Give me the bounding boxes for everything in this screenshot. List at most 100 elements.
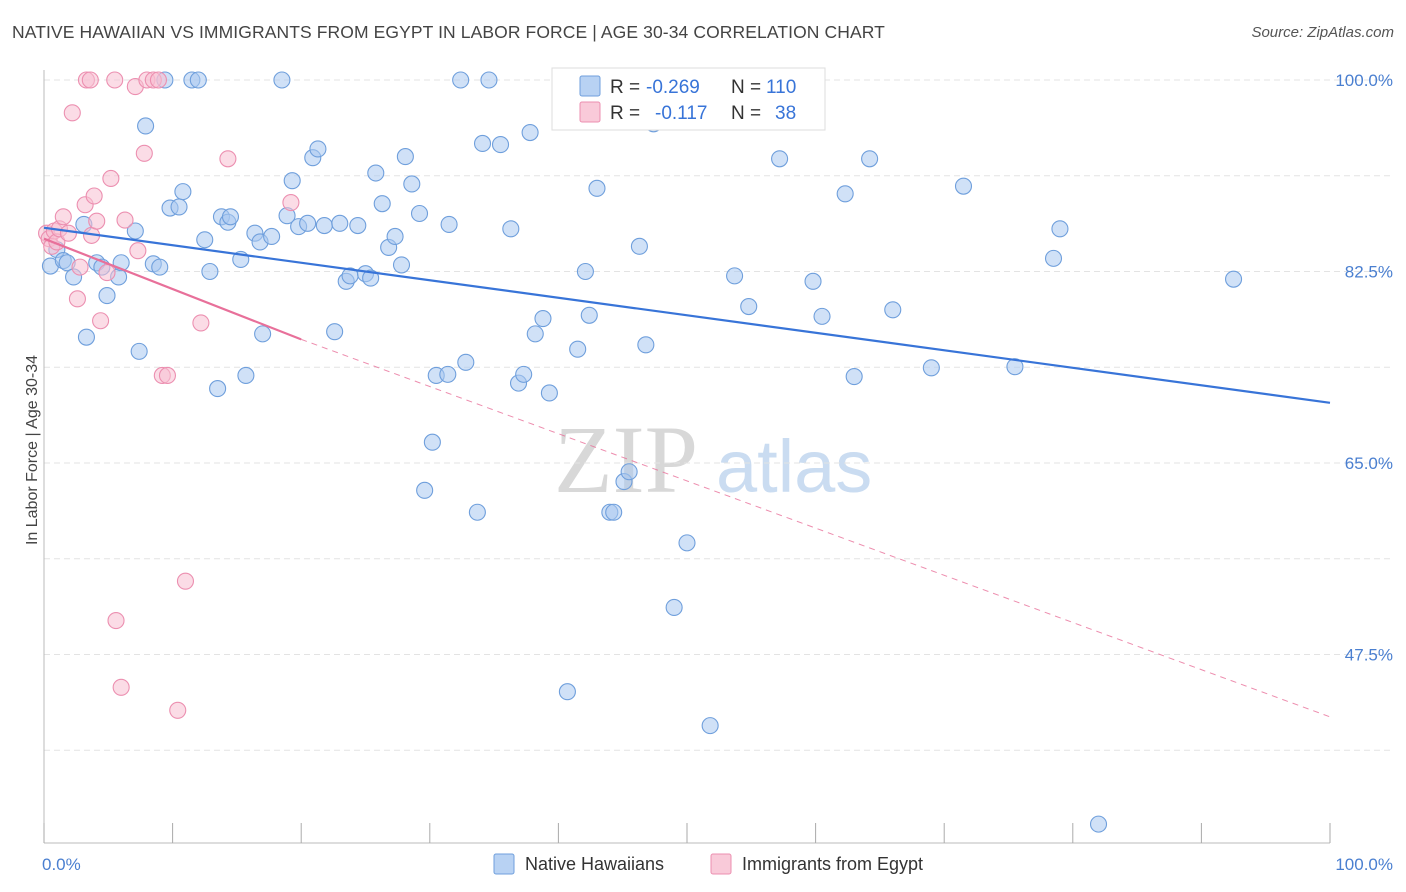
x-tick-label: 100.0% <box>1335 855 1393 874</box>
native-hawaiian-point <box>440 215 458 233</box>
native-hawaiian-point <box>174 183 192 201</box>
egypt-point <box>85 187 103 205</box>
y-tick-label: 100.0% <box>1335 71 1393 90</box>
y-tick-label: 65.0% <box>1345 454 1393 473</box>
native-hawaiian-point <box>491 136 510 154</box>
stats-legend: R = -0.269 N = 110 R = -0.117 N = 38 <box>551 67 826 131</box>
legend-r-value-1: -0.269 <box>646 77 700 98</box>
native-hawaiian-point <box>534 310 552 328</box>
native-hawaiian-point <box>922 359 940 377</box>
native-hawaiian-point <box>665 598 683 616</box>
native-hawaiian-point <box>1051 220 1069 238</box>
egypt-point <box>107 612 125 630</box>
native-hawaiian-point <box>209 380 227 398</box>
egypt-point <box>129 242 147 260</box>
native-hawaiian-point <box>151 258 169 276</box>
native-hawaiian-point <box>403 175 421 193</box>
native-hawaiian-point <box>273 71 291 89</box>
egypt-point <box>158 366 177 385</box>
legend-n-value-1: 110 <box>766 77 796 98</box>
native-hawaiian-point <box>439 365 457 383</box>
native-hawaiian-point <box>137 117 155 135</box>
native-hawaiian-point <box>309 140 327 158</box>
native-hawaiian-point <box>630 237 648 255</box>
native-hawaiian-point <box>740 297 758 316</box>
egypt-point <box>116 211 134 229</box>
native-hawaiian-point <box>804 272 822 290</box>
native-hawaiian-point <box>637 336 655 354</box>
egypt-point <box>169 701 187 719</box>
watermark: ZIP atlas <box>554 406 872 513</box>
egypt-point <box>112 678 130 696</box>
native-hawaiian-point <box>201 262 219 281</box>
legend-n-label-2: N = <box>731 103 761 124</box>
native-hawaiian-point <box>254 325 272 343</box>
watermark-atlas: atlas <box>716 425 872 508</box>
native-hawaiian-point <box>580 306 598 324</box>
native-hawaiian-point <box>367 164 385 182</box>
y-tick-labels: 100.0% 82.5% 65.0% 47.5% <box>1335 71 1393 665</box>
native-hawaiian-point <box>576 262 594 281</box>
native-hawaiian-point <box>701 717 719 735</box>
native-hawaiian-point <box>392 256 411 274</box>
axes <box>43 70 1331 844</box>
native-hawaiian-point <box>540 384 558 402</box>
native-hawaiian-point <box>196 231 214 249</box>
grid-lines <box>44 79 1392 751</box>
egypt-point <box>149 71 168 89</box>
native-hawaiian-point <box>588 179 606 197</box>
native-hawaiian-point <box>98 287 116 305</box>
native-hawaiian-point <box>771 150 789 168</box>
legend-n-label-1: N = <box>731 77 761 98</box>
native-hawaiian-point <box>326 323 344 341</box>
native-hawaiian-point <box>77 328 95 346</box>
series-legend-swatch-pink <box>710 853 732 875</box>
native-hawaiian-point <box>620 463 638 481</box>
egypt-point <box>192 314 210 332</box>
legend-r-value-2: -0.117 <box>655 103 707 124</box>
native-hawaiian-point <box>526 325 544 343</box>
native-hawaiian-point <box>386 227 404 246</box>
native-hawaiian-point <box>1225 270 1243 288</box>
native-hawaiian-point <box>263 227 281 246</box>
native-hawaiian-point <box>396 148 414 166</box>
native-hawaiian-point <box>237 366 255 385</box>
series-immigrants-from-egypt <box>38 71 300 719</box>
native-hawaiian-point <box>373 195 391 213</box>
egypt-point <box>68 290 86 308</box>
trend-line-egypt <box>43 237 302 341</box>
native-hawaiian-point <box>423 433 441 451</box>
egypt-point <box>135 144 153 162</box>
native-hawaiian-point <box>221 208 240 226</box>
native-hawaiian-point <box>457 353 475 371</box>
x-tick-label: 0.0% <box>42 855 81 874</box>
native-hawaiian-point <box>569 340 587 358</box>
native-hawaiian-point <box>283 172 301 190</box>
native-hawaiian-point <box>473 134 492 153</box>
native-hawaiian-point <box>331 214 349 232</box>
legend-swatch-pink <box>579 101 601 123</box>
native-hawaiian-point <box>416 481 434 499</box>
native-hawaiian-point <box>1044 249 1063 267</box>
egypt-point <box>282 194 300 212</box>
egypt-point <box>92 312 110 330</box>
native-hawaiian-point <box>605 503 623 521</box>
native-hawaiian-point <box>480 71 498 89</box>
egypt-point <box>63 104 81 122</box>
native-hawaiian-point <box>726 267 744 285</box>
chart-title: NATIVE HAWAIIAN VS IMMIGRANTS FROM EGYPT… <box>12 22 885 42</box>
series-legend: Native Hawaiians Immigrants from Egypt <box>493 853 923 875</box>
native-hawaiian-point <box>362 269 380 287</box>
native-hawaiian-point <box>189 71 207 89</box>
series-legend-label-blue: Native Hawaiians <box>525 854 664 874</box>
egypt-point <box>219 150 237 168</box>
trend-line-egypt-extension <box>301 338 1331 718</box>
egypt-point <box>176 572 195 590</box>
egypt-point <box>81 71 99 89</box>
native-hawaiian-point <box>349 216 367 235</box>
series-native-hawaiians <box>41 71 1243 833</box>
egypt-point <box>71 258 89 276</box>
egypt-point <box>98 264 116 282</box>
native-hawaiian-point <box>126 222 144 240</box>
native-hawaiian-point <box>1006 358 1024 376</box>
